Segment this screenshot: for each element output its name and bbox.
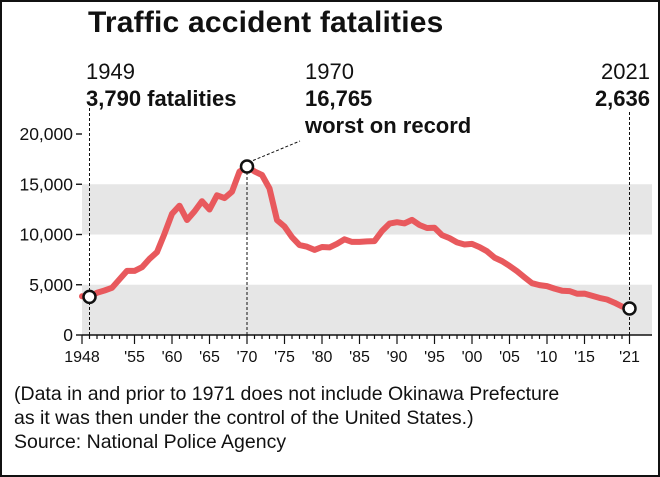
y-tick-label: 15,000 bbox=[19, 174, 73, 194]
x-tick-label: '80 bbox=[312, 349, 333, 366]
source-note: Source: National Police Agency bbox=[14, 431, 287, 453]
annotation-1949-year: 1949 bbox=[86, 59, 135, 84]
annotation-2021-value: 2,636 bbox=[594, 86, 650, 111]
x-tick-label: 1948 bbox=[64, 349, 100, 366]
x-tick-label: '55 bbox=[124, 349, 145, 366]
fatalities-line bbox=[79, 163, 633, 312]
band-0 bbox=[82, 284, 652, 335]
annotation-1949-value: 3,790 fatalities bbox=[86, 86, 237, 111]
footnote-line-2: as it was then under the control of the … bbox=[14, 407, 474, 429]
x-tick-label: '15 bbox=[574, 349, 595, 366]
y-axis: 0 5,000 10,000 15,000 20,000 bbox=[19, 124, 82, 345]
y-tick-label: 5,000 bbox=[29, 275, 73, 295]
footnote-line-1: (Data in and prior to 1971 does not incl… bbox=[14, 383, 560, 405]
callout-line-1970 bbox=[252, 140, 301, 161]
x-tick-label: '90 bbox=[387, 349, 408, 366]
y-tick-label: 20,000 bbox=[19, 124, 73, 144]
annotation-1970-value: 16,765 bbox=[305, 86, 373, 111]
x-tick-label: '21 bbox=[619, 349, 640, 366]
marker-2021 bbox=[622, 301, 637, 316]
data-series bbox=[79, 163, 633, 312]
x-tick-label: '95 bbox=[424, 349, 445, 366]
annotation-markers bbox=[82, 159, 637, 316]
y-tick-label: 0 bbox=[63, 325, 73, 345]
x-axis: 1948 '55 '60 '65 '70 '75 '80 '85 '90 '95 '00 '05 '10… bbox=[64, 334, 652, 366]
annotation-1970-note: worst on record bbox=[305, 113, 472, 138]
annotation-1970-year: 1970 bbox=[305, 59, 354, 84]
x-tick-label: '05 bbox=[499, 349, 520, 366]
background-bands bbox=[82, 184, 652, 335]
x-tick-label: '65 bbox=[199, 349, 220, 366]
x-tick-label: '00 bbox=[462, 349, 483, 366]
footnote: (Data in and prior to 1971 does not incl… bbox=[14, 382, 559, 454]
x-tick-label: '75 bbox=[274, 349, 295, 366]
annotation-2021-year: 2021 bbox=[601, 59, 650, 84]
annotation-1970: 1970 16,765 worst on record bbox=[305, 58, 471, 139]
x-tick-label: '70 bbox=[237, 349, 258, 366]
x-tick-label: '85 bbox=[349, 349, 370, 366]
x-tick-label: '60 bbox=[162, 349, 183, 366]
marker-1949 bbox=[82, 289, 97, 305]
annotation-2021: 2021 2,636 bbox=[595, 58, 650, 112]
chart-title: Traffic accident fatalities bbox=[88, 6, 444, 39]
y-tick-label: 10,000 bbox=[19, 225, 73, 245]
x-tick-label: '10 bbox=[537, 349, 558, 366]
marker-1970 bbox=[239, 159, 255, 174]
annotation-1949: 1949 3,790 fatalities bbox=[86, 58, 236, 112]
